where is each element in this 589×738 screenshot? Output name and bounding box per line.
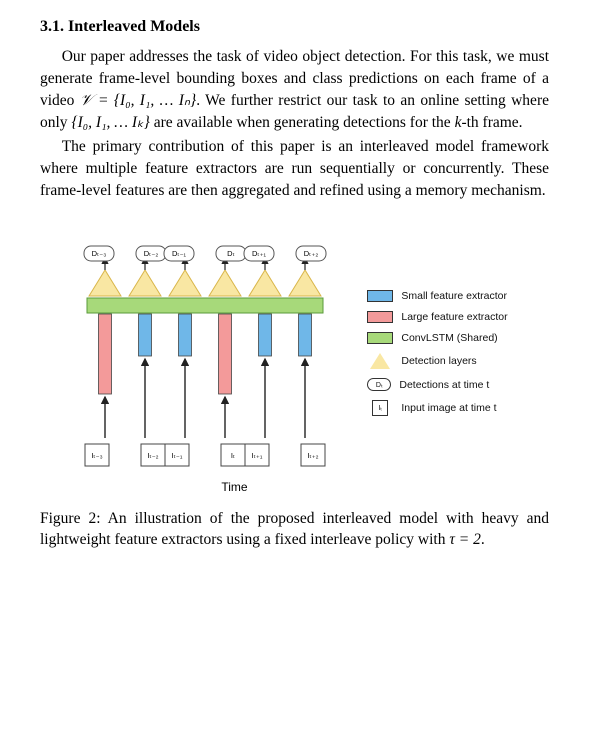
svg-text:Iₜ₋₂: Iₜ₋₂ xyxy=(148,451,159,460)
legend-label-large: Large feature extractor xyxy=(401,311,507,323)
legend-swatch-input: Iₜ xyxy=(372,400,388,416)
svg-text:Iₜ₊₁: Iₜ₊₁ xyxy=(252,451,263,460)
paragraph-1: Our paper addresses the task of video ob… xyxy=(40,46,549,134)
legend-detection: Detection layers xyxy=(367,353,507,369)
svg-text:Dₜ₊₂: Dₜ₊₂ xyxy=(304,249,319,258)
legend-label-convlstm: ConvLSTM (Shared) xyxy=(401,332,497,344)
svg-text:Iₜ₋₁: Iₜ₋₁ xyxy=(172,451,183,460)
legend-label-input: Input image at time t xyxy=(401,402,496,414)
legend-small-extractor: Small feature extractor xyxy=(367,290,507,302)
figure-legend: Small feature extractor Large feature ex… xyxy=(367,290,507,416)
svg-text:Dₜ₋₃: Dₜ₋₃ xyxy=(92,249,107,258)
legend-swatch-bubble: Dₜ xyxy=(367,378,391,391)
figure-row: Dₜ₋₃ Iₜ₋₃ Dₜ₋₂ Iₜ₋₂ Dₜ₋₁ Iₜ₋₁ Dₜ Iₜ Dₜ₊₁ Iₜ₊₁ Dₜ₊₂… xyxy=(81,228,507,478)
caption-text-b: . xyxy=(481,531,485,548)
legend-swatch-large xyxy=(367,311,393,323)
svg-text:Dₜ₋₂: Dₜ₋₂ xyxy=(144,249,159,258)
legend-convlstm: ConvLSTM (Shared) xyxy=(367,332,507,344)
svg-text:Dₜ: Dₜ xyxy=(228,249,236,258)
legend-large-extractor: Large feature extractor xyxy=(367,311,507,323)
figure-caption: Figure 2: An illustration of the propose… xyxy=(40,508,549,551)
svg-text:Dₜ₋₁: Dₜ₋₁ xyxy=(172,249,187,258)
diagram-svg: Dₜ₋₃ Iₜ₋₃ Dₜ₋₂ Iₜ₋₂ Dₜ₋₁ Iₜ₋₁ Dₜ Iₜ Dₜ₊₁ Iₜ₊₁ Dₜ₊₂… xyxy=(81,228,341,478)
figure-2: Dₜ₋₃ Iₜ₋₃ Dₜ₋₂ Iₜ₋₂ Dₜ₋₁ Iₜ₋₁ Dₜ Iₜ Dₜ₊₁ Iₜ₊₁ Dₜ₊₂… xyxy=(40,228,549,551)
legend-label-bubble: Detections at time t xyxy=(399,379,489,391)
legend-input-box: Iₜ Input image at time t xyxy=(367,400,507,416)
caption-math: τ = 2 xyxy=(449,531,481,548)
section-heading: 3.1. Interleaved Models xyxy=(40,18,549,36)
p1-text-d: -th frame. xyxy=(461,114,522,131)
svg-text:Dₜ₊₁: Dₜ₊₁ xyxy=(252,249,267,258)
legend-swatch-small xyxy=(367,290,393,302)
svg-text:Iₜ₋₃: Iₜ₋₃ xyxy=(92,451,103,460)
legend-swatch-convlstm xyxy=(367,332,393,344)
p1-math-2: {I₀, I₁, … Iₖ} xyxy=(71,114,149,131)
paragraph-2: The primary contribution of this paper i… xyxy=(40,136,549,202)
time-axis-label: Time xyxy=(221,480,247,494)
svg-text:Iₜ: Iₜ xyxy=(231,451,235,460)
legend-detections-bubble: Dₜ Detections at time t xyxy=(367,378,507,391)
p1-math-1: 𝒱 = {I₀, I₁, … Iₙ} xyxy=(80,92,196,109)
svg-text:Iₜ₊₂: Iₜ₊₂ xyxy=(308,451,319,460)
legend-label-small: Small feature extractor xyxy=(401,290,507,302)
legend-swatch-triangle xyxy=(370,353,390,369)
p1-text-c: are available when generating detections… xyxy=(150,114,455,131)
legend-label-detection: Detection layers xyxy=(401,355,476,367)
